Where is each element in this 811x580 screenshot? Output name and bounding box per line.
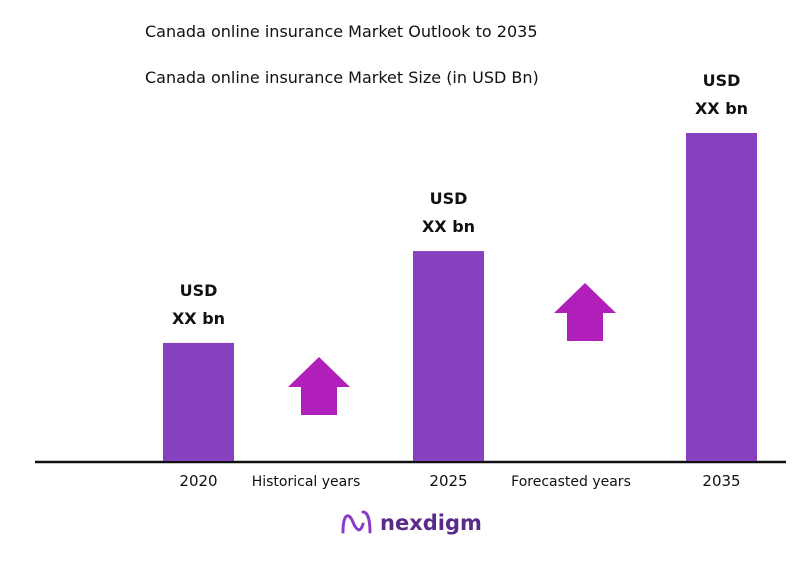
value-label: USD XX bn — [171, 280, 226, 328]
annotation: Historical years — [251, 474, 361, 490]
up-arrow — [554, 283, 616, 341]
x-tick-label: 2035 — [702, 472, 741, 490]
chart-title: Canada online insurance Market Outlook t… — [145, 22, 538, 41]
up-arrow — [288, 357, 350, 415]
bar — [413, 251, 484, 461]
logo-text: nexdigm — [380, 511, 482, 535]
bar — [686, 133, 757, 461]
x-tick-label: 2025 — [429, 472, 468, 490]
x-tick-label: 2020 — [179, 472, 218, 490]
bar — [163, 342, 234, 461]
value-label: USD XX bn — [694, 71, 749, 118]
chart-subtitle: Canada online insurance Market Size (in … — [145, 68, 539, 87]
annotation: Forecasted years — [511, 474, 631, 490]
value-label: USD XX bn — [421, 189, 476, 237]
logo-icon — [341, 510, 372, 534]
